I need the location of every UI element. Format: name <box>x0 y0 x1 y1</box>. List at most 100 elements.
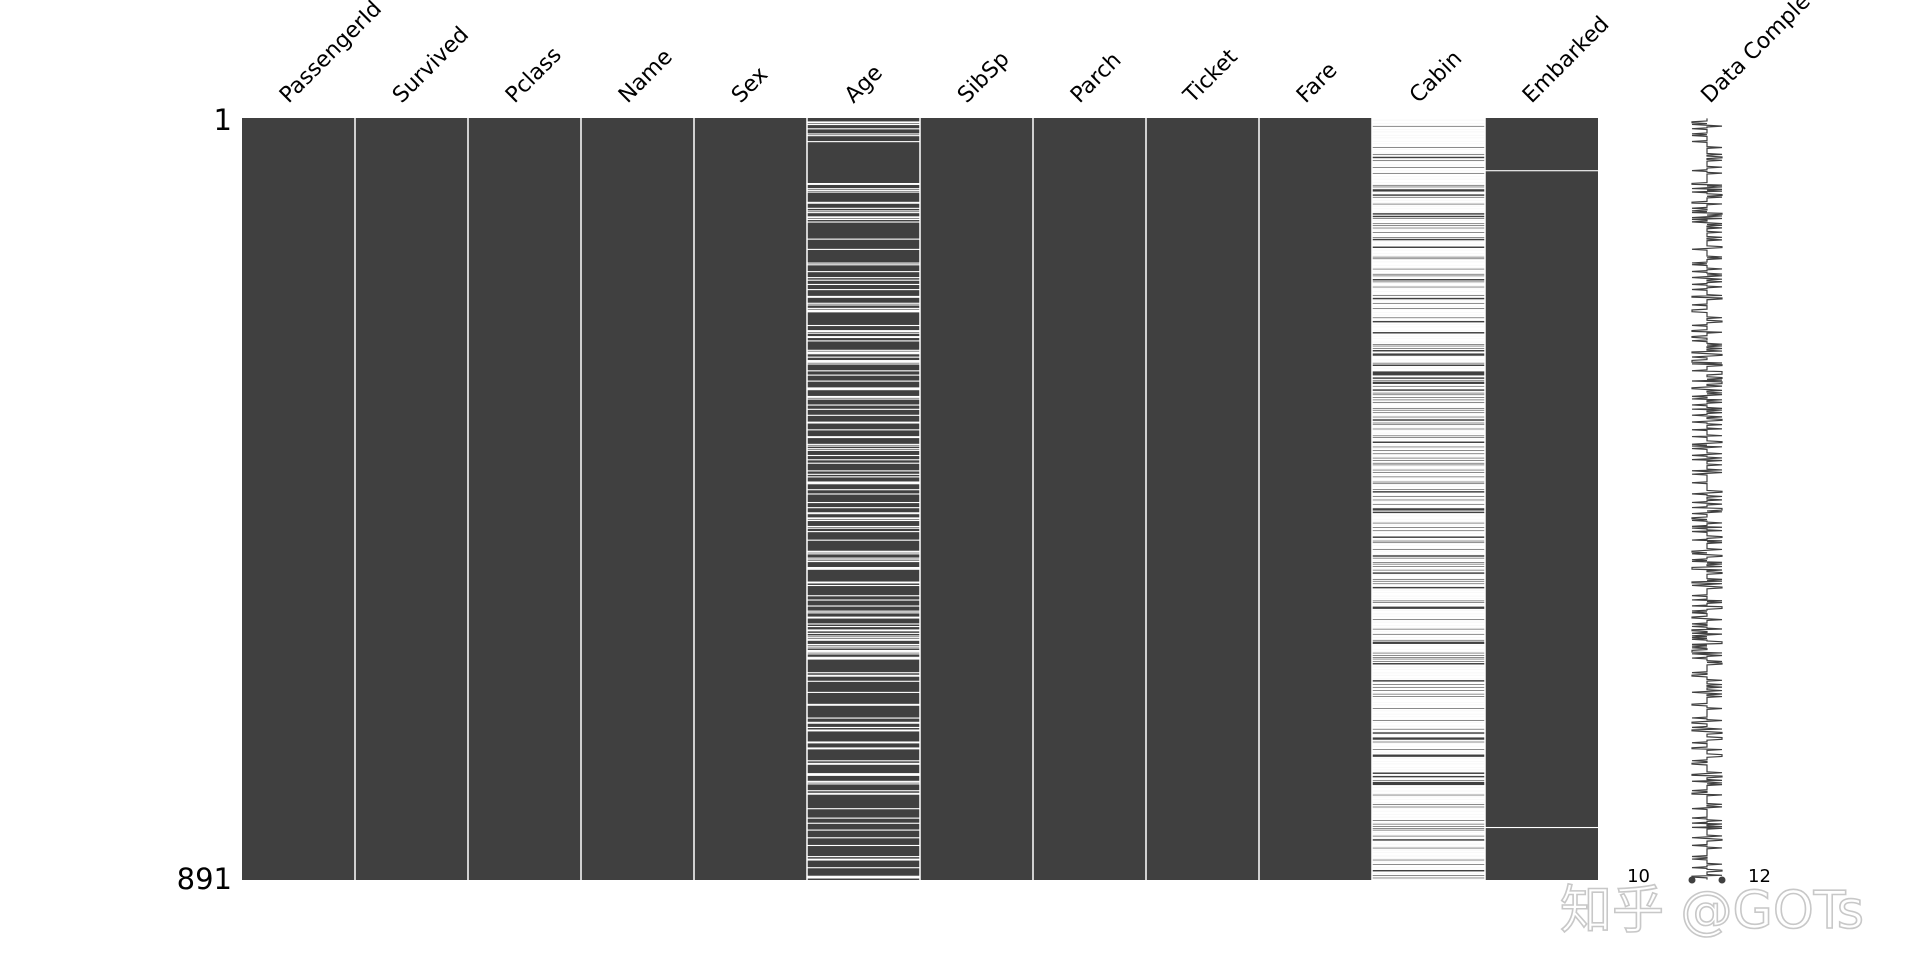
missing-cell <box>1372 638 1485 640</box>
missing-cell <box>1372 322 1485 324</box>
missing-cell <box>1372 288 1485 290</box>
missing-cell <box>807 207 920 209</box>
missing-cell <box>1372 309 1485 311</box>
missing-cell <box>1372 418 1485 420</box>
missing-cell <box>1372 456 1485 458</box>
missing-cell <box>1372 649 1485 651</box>
missing-cell <box>1372 366 1485 368</box>
missing-cell <box>1372 217 1485 219</box>
missing-cell <box>1372 270 1485 272</box>
missing-cell <box>1372 789 1485 791</box>
missing-cell <box>1372 144 1485 146</box>
missing-cell <box>1372 818 1485 820</box>
missing-cell <box>1372 513 1485 515</box>
missing-cell <box>807 632 920 634</box>
missing-cell <box>1372 864 1485 866</box>
missing-cell <box>1372 471 1485 473</box>
missing-cell <box>1372 259 1485 261</box>
column-label: Fare <box>1292 58 1342 108</box>
missing-cell <box>1372 875 1485 877</box>
missing-cell <box>1372 667 1485 670</box>
missing-cell <box>1372 577 1485 579</box>
missing-cell <box>1372 841 1485 843</box>
missing-cell <box>807 398 920 400</box>
missing-cell <box>1372 878 1485 880</box>
missing-cell <box>1372 252 1485 254</box>
missing-cell <box>1372 706 1485 708</box>
missing-cell <box>1372 751 1485 753</box>
missing-cell <box>1372 567 1485 569</box>
missing-cell <box>1372 762 1485 764</box>
missing-cell <box>807 527 920 529</box>
missing-cell <box>1372 564 1485 566</box>
missing-cell <box>1372 188 1485 190</box>
row-label-last: 891 <box>177 862 232 896</box>
missing-cell <box>1372 799 1485 801</box>
missing-cell <box>1372 507 1485 509</box>
missing-cell <box>1372 631 1485 634</box>
missing-cell <box>807 481 920 483</box>
missing-cell <box>1372 757 1485 759</box>
missing-cell <box>1372 123 1485 126</box>
column-present-fill <box>1259 118 1372 880</box>
missing-cell <box>807 512 920 514</box>
missing-cell <box>1372 155 1485 157</box>
missing-cell <box>1372 294 1485 296</box>
missing-cell <box>807 183 920 185</box>
missing-cell <box>1372 452 1485 454</box>
missing-cell <box>807 122 920 124</box>
missing-cell <box>1372 832 1485 835</box>
missing-cell <box>1372 725 1485 727</box>
missing-cell <box>1372 571 1485 573</box>
missing-cell <box>807 304 920 306</box>
missing-cell <box>1372 871 1485 873</box>
missing-cell <box>807 310 920 312</box>
missing-cell <box>1372 240 1485 242</box>
missing-cell <box>1372 289 1485 291</box>
missing-cell <box>807 762 920 764</box>
missing-cell <box>1372 248 1485 250</box>
missing-cell <box>807 489 920 491</box>
missing-cell <box>1372 602 1485 605</box>
missing-cell <box>1372 812 1485 814</box>
missing-cell <box>1372 220 1485 222</box>
missing-cell <box>1372 230 1485 232</box>
missing-cell <box>1372 242 1485 244</box>
missing-cell <box>1372 840 1485 842</box>
missing-cell <box>1372 299 1485 301</box>
missing-cell <box>807 262 920 264</box>
missing-cell <box>1372 187 1485 189</box>
missing-cell <box>1372 579 1485 581</box>
missing-cell <box>807 539 920 541</box>
missing-cell <box>1372 219 1485 221</box>
missing-cell <box>1372 584 1485 586</box>
missing-cell <box>1372 591 1485 593</box>
missing-cell <box>1372 849 1485 851</box>
missing-cell <box>1372 558 1485 560</box>
missing-cell <box>1372 627 1485 629</box>
missing-cell <box>807 336 920 339</box>
missing-cell <box>1372 301 1485 303</box>
missing-cell <box>1372 632 1485 634</box>
missing-cell <box>1372 314 1485 316</box>
missing-cell <box>1372 137 1485 139</box>
missing-cell <box>1372 267 1485 269</box>
missing-cell <box>1372 470 1485 472</box>
missing-cell <box>1372 442 1485 445</box>
missing-cell <box>807 202 920 204</box>
missing-cell <box>1372 541 1485 543</box>
missing-cell <box>1372 855 1485 857</box>
missing-cell <box>1372 664 1485 666</box>
missing-cell <box>1372 671 1485 673</box>
missing-cell <box>1372 218 1485 221</box>
missing-cell <box>1372 266 1485 268</box>
missing-cell <box>1372 844 1485 846</box>
missing-cell <box>1372 236 1485 238</box>
missing-cell <box>1372 838 1485 840</box>
missing-cell <box>1372 141 1485 144</box>
missing-cell <box>807 201 920 203</box>
missing-cell <box>1372 853 1485 855</box>
missing-cell <box>1372 351 1485 353</box>
missing-cell <box>1372 484 1485 486</box>
missing-cell <box>1372 696 1485 699</box>
